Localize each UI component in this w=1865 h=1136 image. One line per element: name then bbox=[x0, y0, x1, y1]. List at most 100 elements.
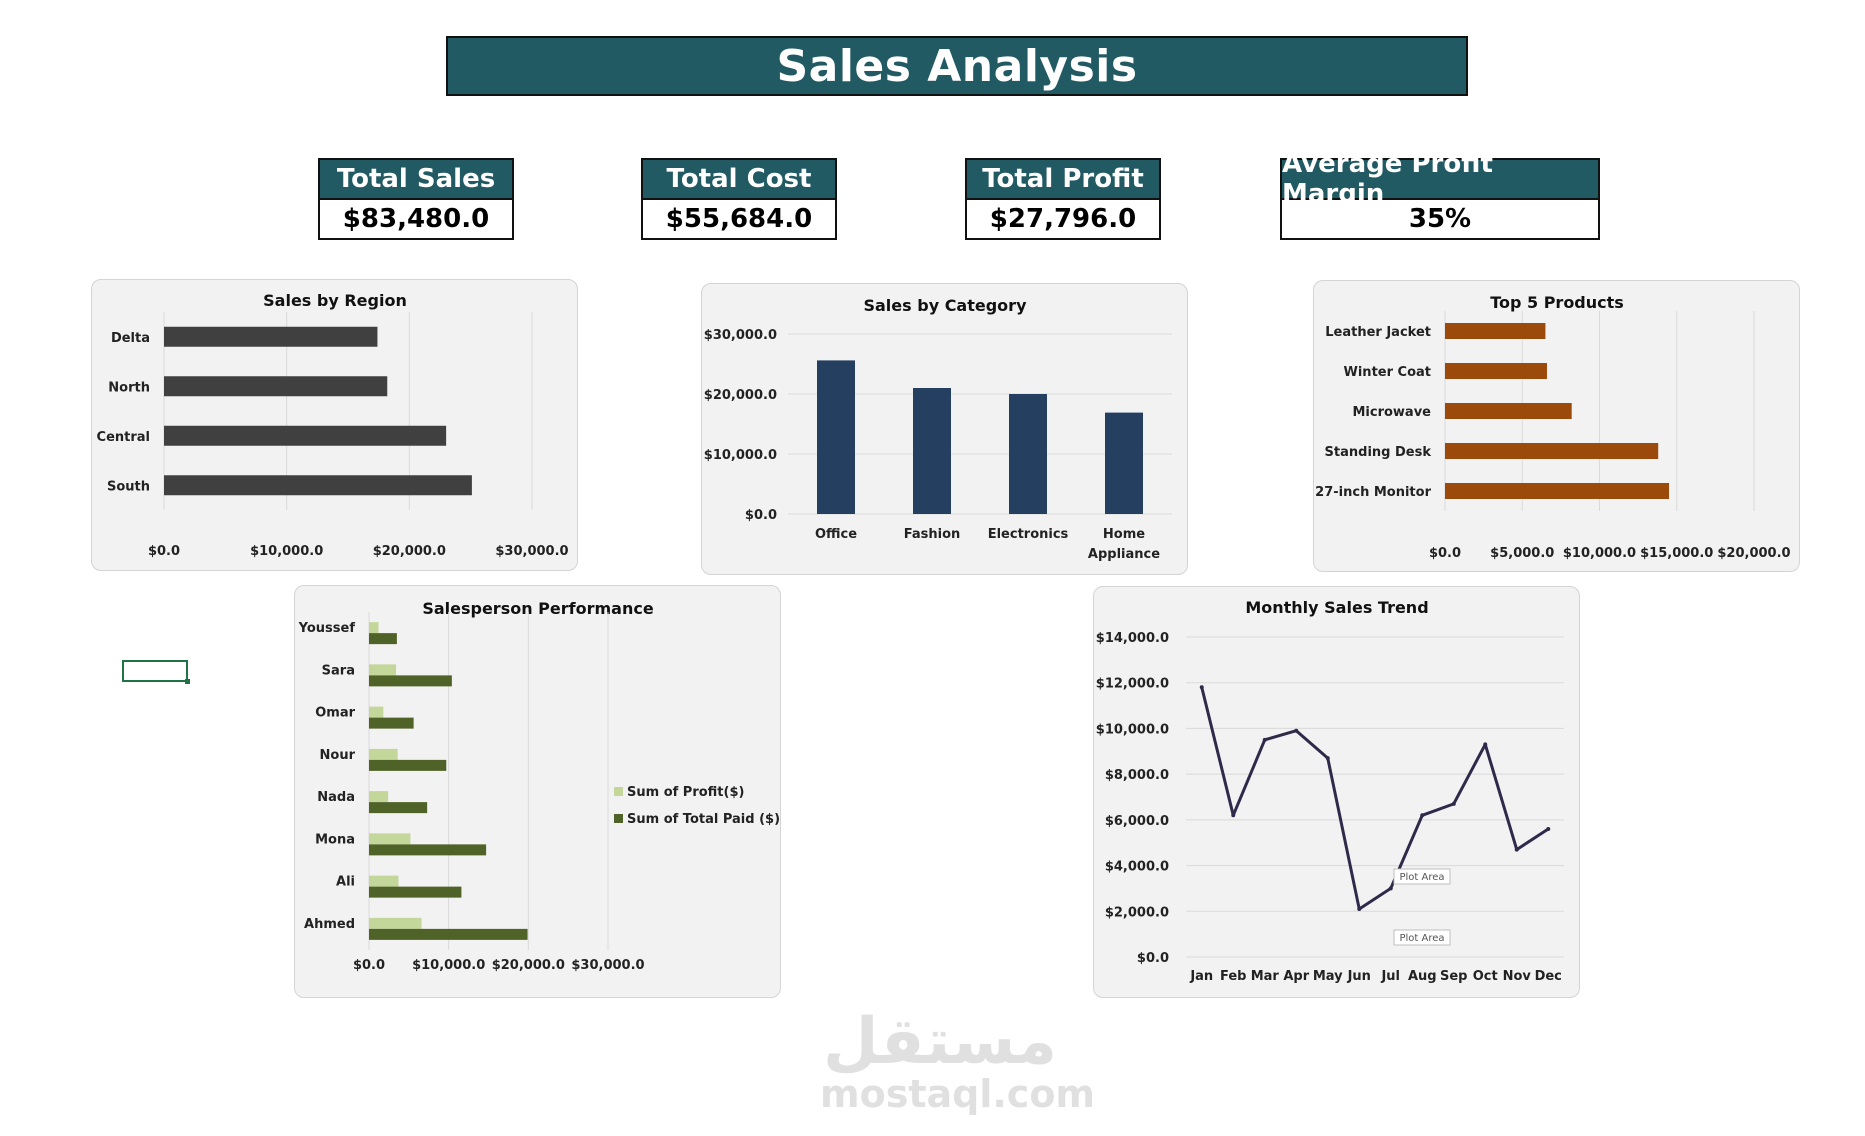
x-tick-label: $20,000.0 bbox=[1717, 546, 1790, 561]
category-label: Standing Desk bbox=[1325, 445, 1432, 460]
dashboard-title: Sales Analysis bbox=[776, 40, 1138, 92]
x-tick-label: $5,000.0 bbox=[1490, 546, 1554, 561]
series-line[interactable] bbox=[1200, 686, 1550, 911]
bar[interactable] bbox=[913, 388, 951, 514]
category-label: Youssef bbox=[298, 621, 356, 636]
bar[interactable] bbox=[369, 802, 428, 814]
y-tick-label: $10,000.0 bbox=[1096, 722, 1169, 737]
bar[interactable] bbox=[369, 928, 528, 940]
x-tick-label: Mar bbox=[1251, 969, 1280, 984]
bar[interactable] bbox=[817, 360, 855, 514]
kpi-label: Average Profit Margin bbox=[1282, 149, 1598, 209]
bar[interactable] bbox=[369, 706, 384, 718]
data-point[interactable] bbox=[1262, 737, 1267, 742]
category-label: Ali bbox=[336, 875, 355, 890]
kpi-total-profit: Total Profit $27,796.0 bbox=[965, 158, 1161, 240]
chart-salesperson-performance[interactable]: Salesperson Performance $0.0 $10,000.0 $20,… bbox=[294, 585, 781, 998]
legend-entry: Sum of Total Paid ($) bbox=[627, 812, 780, 827]
data-point[interactable] bbox=[1388, 886, 1393, 891]
bar[interactable] bbox=[1009, 394, 1047, 514]
chart-monthly-sales-trend[interactable]: Monthly Sales Trend $0.0 $2,000.0 $4,000.0 $… bbox=[1093, 586, 1580, 998]
chart-top-5-products[interactable]: Top 5 Products $0.0 $5,000.0 $10,000.0 $15,0… bbox=[1313, 280, 1800, 572]
data-point[interactable] bbox=[1546, 827, 1551, 831]
y-tick-label: $20,000.0 bbox=[704, 388, 777, 403]
tooltip-label: Plot Area bbox=[1399, 872, 1444, 883]
plot-area-tooltip: Plot Area bbox=[1393, 868, 1451, 885]
category-label: Delta bbox=[111, 331, 150, 346]
x-tick-label: May bbox=[1313, 969, 1343, 984]
bar[interactable] bbox=[164, 475, 472, 496]
bar[interactable] bbox=[1445, 403, 1572, 419]
bar[interactable] bbox=[164, 326, 378, 347]
category-label: 27-inch Monitor bbox=[1315, 485, 1431, 500]
data-point[interactable] bbox=[1199, 685, 1204, 690]
kpi-value: 35% bbox=[1408, 204, 1472, 234]
bar[interactable] bbox=[369, 875, 399, 887]
bar[interactable] bbox=[1445, 363, 1547, 379]
bar[interactable] bbox=[1445, 483, 1670, 499]
bar[interactable] bbox=[369, 917, 422, 929]
data-point[interactable] bbox=[1357, 907, 1362, 911]
x-tick-label: Apr bbox=[1283, 969, 1309, 984]
y-tick-label: $2,000.0 bbox=[1105, 905, 1169, 920]
kpi-value: $27,796.0 bbox=[989, 204, 1137, 234]
kpi-value: $55,684.0 bbox=[665, 204, 813, 234]
data-point[interactable] bbox=[1514, 847, 1519, 852]
data-point[interactable] bbox=[1483, 742, 1488, 747]
chart-title: Sales by Region bbox=[263, 291, 407, 310]
selected-cell[interactable] bbox=[122, 660, 190, 684]
bar[interactable] bbox=[1445, 443, 1659, 459]
bar[interactable] bbox=[369, 675, 452, 687]
bar[interactable] bbox=[369, 791, 389, 803]
x-tick-label: Jan bbox=[1189, 969, 1213, 984]
data-point[interactable] bbox=[1294, 728, 1299, 733]
tooltip-label: Plot Area bbox=[1399, 933, 1444, 944]
data-point[interactable] bbox=[1451, 801, 1456, 806]
legend-entry: Sum of Profit($) bbox=[627, 785, 744, 800]
bar[interactable] bbox=[164, 425, 447, 446]
bar[interactable] bbox=[369, 886, 462, 898]
data-point[interactable] bbox=[1420, 813, 1425, 818]
bar[interactable] bbox=[369, 833, 411, 845]
bar[interactable] bbox=[164, 376, 388, 397]
bar[interactable] bbox=[369, 622, 379, 634]
kpi-label: Total Sales bbox=[320, 160, 512, 200]
x-tick-label: $0.0 bbox=[1429, 546, 1461, 561]
chart-title: Sales by Category bbox=[863, 296, 1027, 315]
category-label: Omar bbox=[315, 706, 355, 721]
bar[interactable] bbox=[1105, 412, 1143, 514]
plot-area-tooltip: Plot Area bbox=[1393, 929, 1451, 946]
bar[interactable] bbox=[369, 844, 487, 856]
category-label: Nour bbox=[320, 748, 356, 763]
x-tick-label: Jul bbox=[1380, 969, 1400, 984]
category-label: Home bbox=[1103, 527, 1145, 542]
category-label: Winter Coat bbox=[1344, 365, 1431, 380]
y-tick-label: $8,000.0 bbox=[1105, 768, 1169, 783]
x-tick-label: $30,000.0 bbox=[571, 958, 644, 973]
y-tick-label: $30,000.0 bbox=[704, 328, 777, 343]
bar[interactable] bbox=[369, 633, 397, 645]
category-label: North bbox=[108, 380, 150, 395]
data-point[interactable] bbox=[1231, 813, 1236, 818]
kpi-average-profit-margin: Average Profit Margin 35% bbox=[1280, 149, 1600, 240]
bar[interactable] bbox=[369, 759, 447, 771]
data-point[interactable] bbox=[1325, 756, 1330, 761]
bar[interactable] bbox=[369, 717, 414, 729]
x-tick-label: Sep bbox=[1440, 969, 1468, 984]
x-tick-label: $15,000.0 bbox=[1640, 546, 1713, 561]
bar[interactable] bbox=[369, 748, 398, 760]
y-tick-label: $14,000.0 bbox=[1096, 631, 1169, 646]
chart-sales-by-region[interactable]: Sales by Region $0.0 $10,000.0 $20,000.0 $30… bbox=[91, 279, 578, 571]
category-label: South bbox=[107, 479, 150, 494]
chart-sales-by-category[interactable]: Sales by Category $0.0 $10,000.0 $20,000.0 $… bbox=[701, 283, 1188, 575]
kpi-label: Total Cost bbox=[643, 160, 835, 200]
category-label: Nada bbox=[317, 790, 355, 805]
kpi-value: $83,480.0 bbox=[342, 204, 490, 234]
bar[interactable] bbox=[1445, 323, 1546, 339]
x-tick-label: Nov bbox=[1503, 969, 1532, 984]
x-tick-label: $30,000.0 bbox=[495, 544, 568, 559]
x-tick-label: $10,000.0 bbox=[1563, 546, 1636, 561]
dashboard-title-banner: Sales Analysis bbox=[446, 36, 1468, 96]
y-tick-label: $0.0 bbox=[1137, 951, 1169, 966]
bar[interactable] bbox=[369, 664, 397, 676]
